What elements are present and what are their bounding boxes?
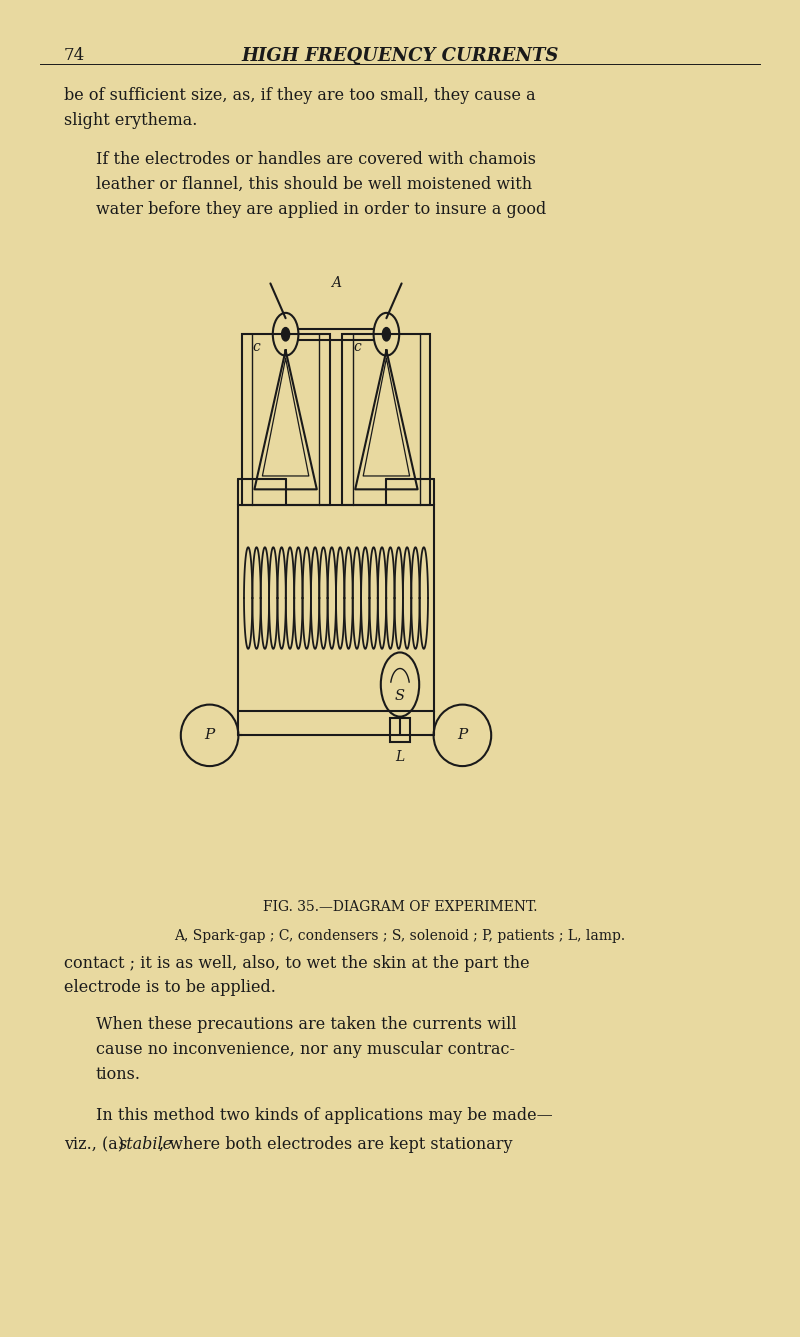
Bar [390,718,410,742]
Text: P: P [458,729,467,742]
Text: A: A [331,277,341,290]
Text: When these precautions are taken the currents will
cause no inconvenience, nor a: When these precautions are taken the cur… [96,1016,517,1083]
Text: c: c [354,340,362,353]
Text: 74: 74 [64,47,86,64]
Text: , where both electrodes are kept stationary: , where both electrodes are kept station… [159,1136,513,1154]
Circle shape [382,328,390,341]
Text: P: P [205,729,214,742]
Text: If the electrodes or handles are covered with chamois
leather or flannel, this s: If the electrodes or handles are covered… [96,151,546,218]
Circle shape [282,328,290,341]
Text: HIGH FREQUENCY CURRENTS: HIGH FREQUENCY CURRENTS [242,47,558,64]
Text: In this method two kinds of applications may be made—: In this method two kinds of applications… [96,1107,553,1124]
Text: stabile: stabile [118,1136,173,1154]
Text: be of sufficient size, as, if they are too small, they cause a
slight erythema.: be of sufficient size, as, if they are t… [64,87,536,128]
Text: A, Spark-gap ; C, condensers ; S, solenoid ; P, patients ; L, lamp.: A, Spark-gap ; C, condensers ; S, soleno… [174,929,626,943]
Bar [242,334,330,505]
Text: FIG. 35.—DIAGRAM OF EXPERIMENT.: FIG. 35.—DIAGRAM OF EXPERIMENT. [262,900,538,913]
Text: contact ; it is as well, also, to wet the skin at the part the
electrode is to b: contact ; it is as well, also, to wet th… [64,955,530,996]
Bar [342,334,430,505]
Text: c: c [253,340,261,353]
Text: viz., (a): viz., (a) [64,1136,129,1154]
Text: S: S [395,690,405,703]
Text: L: L [395,750,405,763]
Bar [238,505,434,711]
